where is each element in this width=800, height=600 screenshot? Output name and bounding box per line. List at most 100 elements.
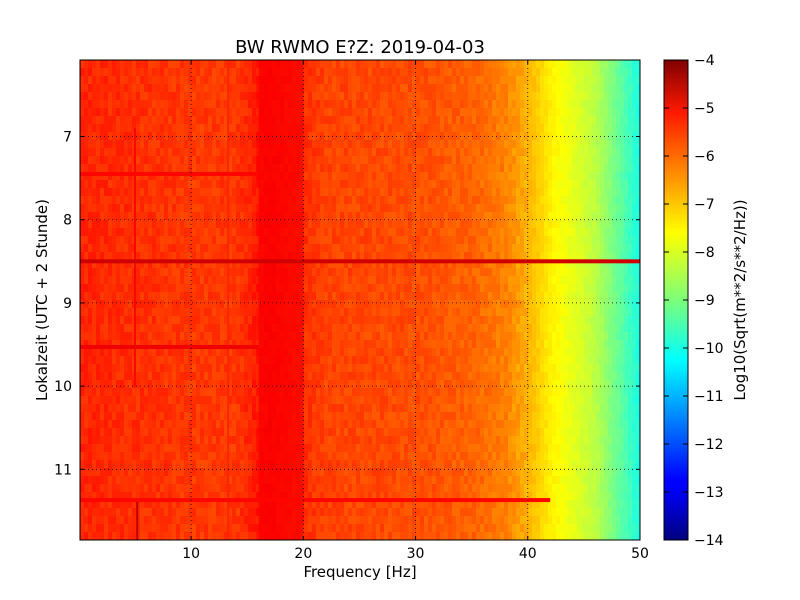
- heatmap-cell: [252, 284, 257, 293]
- heatmap-cell: [312, 180, 317, 189]
- heatmap-cell: [172, 484, 177, 493]
- heatmap-cell: [240, 412, 245, 421]
- heatmap-cell: [180, 412, 185, 421]
- heatmap-cell: [160, 468, 165, 477]
- heatmap-cell: [236, 316, 241, 325]
- heatmap-cell: [224, 92, 229, 101]
- heatmap-cell: [352, 292, 357, 301]
- heatmap-cell: [136, 268, 141, 277]
- heatmap-cell: [140, 444, 145, 453]
- heatmap-cell: [404, 452, 409, 461]
- heatmap-cell: [252, 292, 257, 301]
- heatmap-cell: [164, 172, 169, 181]
- heatmap-cell: [364, 180, 369, 189]
- heatmap-cell: [228, 468, 233, 477]
- heatmap-cell: [172, 148, 177, 157]
- heatmap-cell: [352, 148, 357, 157]
- heatmap-cell: [156, 372, 161, 381]
- heatmap-cell: [316, 60, 321, 69]
- heatmap-cell: [116, 268, 121, 277]
- heatmap-cell: [132, 532, 137, 540]
- heatmap-cell: [196, 204, 201, 213]
- heatmap-cell: [252, 60, 257, 69]
- heatmap-cell: [356, 260, 361, 269]
- heatmap-cell: [388, 364, 393, 373]
- heatmap-cell: [116, 516, 121, 525]
- heatmap-cell: [176, 356, 181, 365]
- heatmap-cell: [372, 204, 377, 213]
- heatmap-cell: [200, 76, 205, 85]
- heatmap-cell: [104, 68, 109, 77]
- heatmap-cell: [192, 284, 197, 293]
- heatmap-cell: [200, 284, 205, 293]
- heatmap-cell: [408, 196, 413, 205]
- heatmap-cell: [336, 332, 341, 341]
- heatmap-cell: [140, 220, 145, 229]
- heatmap-cell: [340, 324, 345, 333]
- heatmap-cell: [200, 84, 205, 93]
- heatmap-cell: [164, 340, 169, 349]
- heatmap-cell: [220, 172, 225, 181]
- heatmap-cell: [96, 60, 101, 69]
- heatmap-cell: [236, 476, 241, 485]
- heatmap-cell: [204, 420, 209, 429]
- heatmap-cell: [88, 132, 93, 141]
- heatmap-cell: [172, 524, 177, 533]
- heatmap-cell: [192, 356, 197, 365]
- heatmap-cell: [396, 212, 401, 221]
- heatmap-cell: [96, 76, 101, 85]
- heatmap-cell: [336, 188, 341, 197]
- heatmap-cell: [176, 452, 181, 461]
- heatmap-cell: [252, 220, 257, 229]
- heatmap-cell: [212, 148, 217, 157]
- heatmap-cell: [320, 340, 325, 349]
- heatmap-cell: [88, 484, 93, 493]
- heatmap-cell: [200, 276, 205, 285]
- heatmap-cell: [336, 300, 341, 309]
- heatmap-cell: [400, 276, 405, 285]
- heatmap-cell: [360, 532, 365, 540]
- heatmap-cell: [212, 60, 217, 69]
- heatmap-cell: [348, 372, 353, 381]
- heatmap-cell: [224, 84, 229, 93]
- heatmap-cell: [176, 508, 181, 517]
- heatmap-cell: [320, 500, 325, 509]
- heatmap-cell: [80, 372, 85, 381]
- heatmap-cell: [104, 356, 109, 365]
- heatmap-cell: [108, 100, 113, 109]
- heatmap-cell: [188, 388, 193, 397]
- heatmap-cell: [88, 268, 93, 277]
- heatmap-cell: [244, 164, 249, 173]
- heatmap-cell: [348, 244, 353, 253]
- heatmap-cell: [124, 156, 129, 165]
- heatmap-cell: [336, 68, 341, 77]
- heatmap-cell: [228, 500, 233, 509]
- heatmap-cell: [112, 364, 117, 373]
- heatmap-cell: [168, 148, 173, 157]
- heatmap-cell: [376, 452, 381, 461]
- heatmap-cell: [380, 172, 385, 181]
- heatmap-cell: [140, 212, 145, 221]
- heatmap-cell: [368, 108, 373, 117]
- heatmap-cell: [128, 92, 133, 101]
- heatmap-cell: [148, 204, 153, 213]
- heatmap-cell: [164, 460, 169, 469]
- heatmap-cell: [180, 100, 185, 109]
- heatmap-cell: [132, 92, 137, 101]
- heatmap-cell: [160, 164, 165, 173]
- heatmap-cell: [304, 500, 309, 509]
- heatmap-cell: [192, 228, 197, 237]
- heatmap-cell: [144, 76, 149, 85]
- heatmap-cell: [184, 324, 189, 333]
- heatmap-cell: [144, 196, 149, 205]
- heatmap-cell: [380, 268, 385, 277]
- heatmap-cell: [164, 316, 169, 325]
- heatmap-cell: [168, 516, 173, 525]
- heatmap-cell: [240, 476, 245, 485]
- heatmap-cell: [160, 140, 165, 149]
- heatmap-cell: [344, 108, 349, 117]
- heatmap-cell: [96, 348, 101, 357]
- heatmap-cell: [152, 380, 157, 389]
- heatmap-cell: [200, 228, 205, 237]
- heatmap-cell: [320, 156, 325, 165]
